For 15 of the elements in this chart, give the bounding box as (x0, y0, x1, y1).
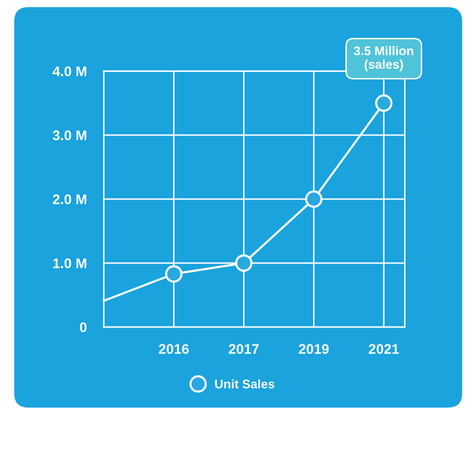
point (305, 190, 322, 208)
y-tick-label: 1.0 M (53, 258, 86, 268)
point (375, 94, 392, 112)
x-tick-label: 2016 (158, 344, 189, 354)
x-tick-label: 2019 (298, 344, 329, 354)
y-tick-label: 2.0 M (52, 194, 86, 204)
point (235, 254, 252, 272)
annotation: 3.5 Million (sales) (354, 46, 414, 72)
y-tick-label: 4.0 M (52, 66, 86, 76)
x-tick-label: 2021 (368, 344, 399, 354)
legend-label: Unit Sales (215, 379, 274, 388)
y-tick-label: 3.0 M (52, 130, 86, 140)
point (165, 265, 182, 283)
y-tick-label: 0 (80, 322, 87, 332)
x-tick-label: 2017 (228, 344, 259, 354)
